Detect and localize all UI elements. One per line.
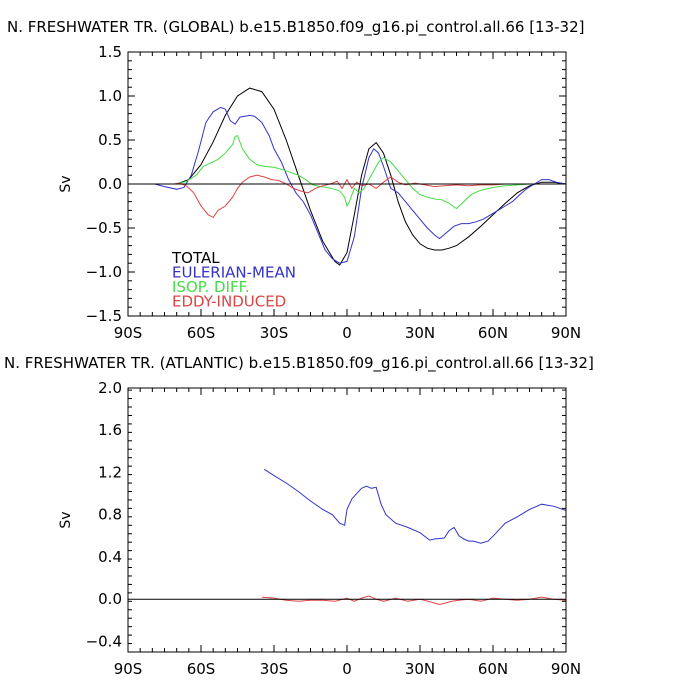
- series-line-eulerian-mean: [154, 106, 567, 264]
- y-tick-label: 1.0: [98, 87, 122, 105]
- legend-entry: TOTAL: [171, 249, 220, 267]
- y-tick-label: 0.5: [98, 131, 122, 149]
- x-tick-label: 60S: [187, 324, 216, 342]
- x-tick-label: 90N: [551, 660, 581, 678]
- y-tick-label: 1.5: [98, 43, 122, 61]
- y-tick-label: 1.2: [98, 463, 122, 481]
- chart-title: N. FRESHWATER TR. (GLOBAL) b.e15.B1850.f…: [7, 18, 585, 37]
- x-tick-label: 60N: [478, 324, 508, 342]
- x-tick-label: 90S: [114, 324, 143, 342]
- x-tick-label: 90S: [114, 660, 143, 678]
- x-tick-label: 0: [342, 660, 352, 678]
- atlantic-chart: N. FRESHWATER TR. (ATLANTIC) b.e15.B1850…: [4, 354, 594, 678]
- series-line-isop-diff: [154, 134, 566, 210]
- legend-entry: EULERIAN-MEAN: [172, 264, 296, 282]
- y-axis-label: Sv: [58, 175, 74, 192]
- x-tick-label: 30N: [405, 660, 435, 678]
- y-axis-label: Sv: [58, 511, 74, 528]
- y-tick-label: 2.0: [98, 379, 122, 397]
- y-tick-label: 1.6: [98, 421, 122, 439]
- x-tick-label: 0: [342, 324, 352, 342]
- y-tick-label: −0.5: [86, 219, 122, 237]
- series-line-total: [154, 87, 567, 266]
- chart-title: N. FRESHWATER TR. (ATLANTIC) b.e15.B1850…: [4, 354, 594, 373]
- x-tick-label: 60S: [187, 660, 216, 678]
- y-tick-label: −1.5: [86, 307, 122, 325]
- x-tick-label: 30N: [405, 324, 435, 342]
- y-tick-label: −1.0: [86, 263, 122, 281]
- series-line-eddy-induced: [154, 174, 566, 219]
- y-tick-label: −0.4: [86, 632, 122, 650]
- y-tick-label: 0.8: [98, 506, 122, 524]
- legend-entry: EDDY-INDUCED: [172, 293, 286, 311]
- x-tick-label: 30S: [260, 324, 289, 342]
- x-tick-label: 60N: [478, 660, 508, 678]
- y-tick-label: 0.4: [98, 548, 122, 566]
- x-tick-label: 30S: [260, 660, 289, 678]
- y-tick-label: 0.0: [98, 590, 122, 608]
- global-chart: N. FRESHWATER TR. (GLOBAL) b.e15.B1850.f…: [7, 18, 585, 342]
- y-tick-label: 0.0: [98, 175, 122, 193]
- x-tick-label: 90N: [551, 324, 581, 342]
- legend-entry: ISOP. DIFF.: [172, 278, 250, 296]
- series-line-eulerian-mean: [264, 468, 567, 544]
